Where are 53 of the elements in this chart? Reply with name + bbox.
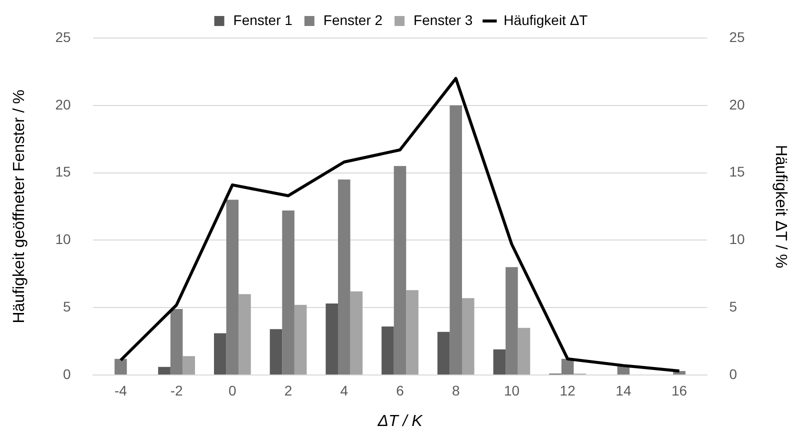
x-tick-label: 14 xyxy=(616,382,632,398)
bar xyxy=(270,329,282,374)
bar xyxy=(114,358,127,374)
bar xyxy=(338,180,350,374)
x-tick-label: -2 xyxy=(170,382,183,398)
x-tick-label: 4 xyxy=(340,382,348,398)
bar xyxy=(406,290,418,374)
x-tick-label: 6 xyxy=(396,382,404,398)
bar xyxy=(214,333,226,374)
y-tick-label: 5 xyxy=(62,298,71,314)
y-tick-label: 20 xyxy=(55,96,71,112)
bar xyxy=(294,304,307,374)
y2-tick-label: 10 xyxy=(729,231,746,248)
bar xyxy=(158,366,170,374)
legend-label: Fenster 3 xyxy=(414,12,473,28)
bar xyxy=(282,210,294,374)
x-axis-title: ΔT / K xyxy=(376,412,424,430)
bar xyxy=(350,291,363,374)
x-tick-label: 0 xyxy=(228,382,237,398)
bar xyxy=(561,358,574,374)
legend-label: Fenster 1 xyxy=(233,12,293,28)
bar xyxy=(238,294,251,374)
bar xyxy=(394,166,406,374)
y-tick-label: 15 xyxy=(55,164,71,180)
x-tick-label: 2 xyxy=(284,382,292,398)
bar xyxy=(506,267,518,374)
y-axis-title: Häufigkeit geöffneter Fenster / % xyxy=(11,90,28,324)
bar xyxy=(493,349,506,374)
legend-label: Fenster 2 xyxy=(323,12,383,28)
y2-tick-label: 15 xyxy=(729,164,746,180)
bar xyxy=(182,356,195,374)
x-tick-label: -4 xyxy=(114,382,128,398)
y-tick-label: 0 xyxy=(62,366,71,382)
bar xyxy=(326,304,338,374)
y2-tick-label: 25 xyxy=(729,28,746,45)
bar xyxy=(462,298,474,374)
bar xyxy=(437,332,450,374)
bar xyxy=(382,326,394,374)
y-tick-label: 25 xyxy=(55,28,71,45)
x-tick-label: 8 xyxy=(452,382,460,398)
legend-label: Häufigkeit ΔT xyxy=(504,12,588,28)
x-tick-label: 12 xyxy=(560,382,576,398)
y2-tick-label: 0 xyxy=(729,366,738,382)
y2-axis-title: Häufigkeit ΔT / % xyxy=(772,144,789,268)
y2-tick-label: 5 xyxy=(729,298,738,314)
x-tick-label: 16 xyxy=(672,382,688,398)
bar xyxy=(518,328,530,374)
bar xyxy=(170,308,183,374)
y2-tick-label: 20 xyxy=(729,96,746,112)
bar xyxy=(226,200,239,374)
x-tick-label: 10 xyxy=(504,382,520,398)
y-tick-label: 10 xyxy=(55,231,71,248)
bar xyxy=(450,105,462,374)
